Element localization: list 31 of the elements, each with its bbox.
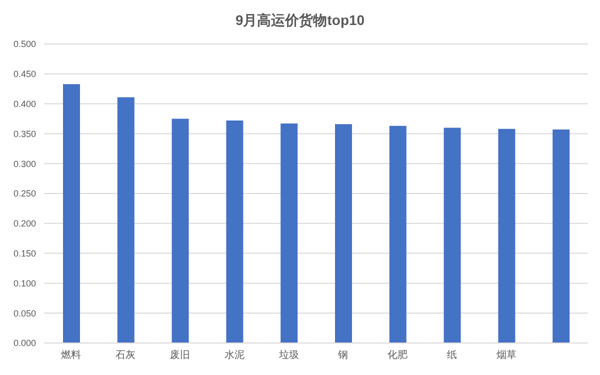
x-tick-label: 水泥 [224, 349, 244, 362]
x-tick-label: 钢 [337, 350, 348, 362]
y-tick-label: 0.300 [13, 158, 36, 169]
x-tick-label: 石灰 [116, 350, 136, 362]
y-tick-label: 0.100 [13, 278, 36, 288]
chart-title: 9月高运价货物top10 [234, 11, 366, 30]
y-tick-label: 0.150 [13, 248, 36, 258]
y-tick-label: 0.350 [13, 128, 36, 139]
y-tick-label: 0.400 [13, 98, 36, 109]
y-tick-label: 0.250 [13, 188, 36, 199]
y-tick-label: 0.200 [13, 218, 36, 229]
bar [226, 120, 244, 343]
bar [172, 118, 189, 343]
bar [280, 124, 298, 343]
bar [498, 128, 516, 343]
bar [444, 128, 461, 343]
x-tick-label: 纸 [447, 349, 457, 362]
x-tick-label: 垃圾 [278, 349, 299, 362]
bar [389, 126, 406, 343]
x-tick-label: 废旧 [170, 349, 190, 362]
y-tick-label: 0.000 [13, 338, 36, 348]
x-tick-label: 化肥 [388, 349, 408, 362]
x-tick-label: 燃料 [61, 349, 82, 362]
y-tick-label: 0.500 [13, 39, 36, 50]
bar [552, 130, 570, 343]
y-tick-label: 0.050 [13, 308, 36, 318]
bar [63, 84, 80, 343]
bar [335, 124, 352, 343]
y-tick-label: 0.450 [13, 69, 36, 80]
bar [117, 97, 134, 343]
x-tick-label: 烟草 [496, 349, 516, 362]
